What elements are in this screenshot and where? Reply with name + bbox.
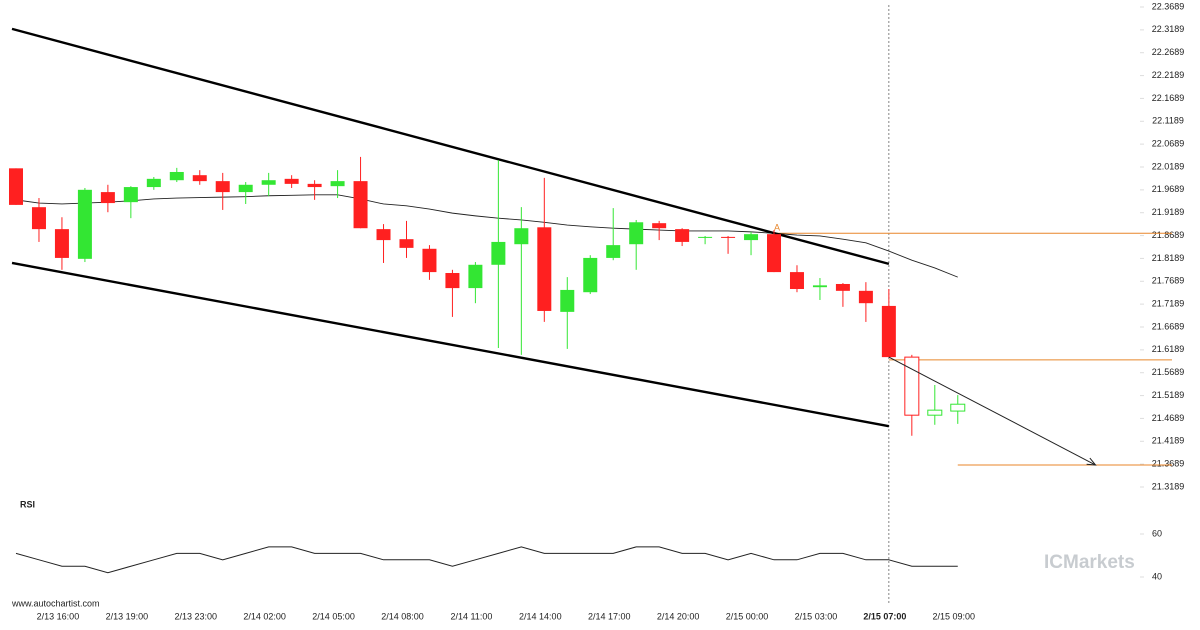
x-tick-label: 2/14 14:00: [519, 611, 562, 621]
candle-body: [261, 180, 276, 185]
rsi-tick-label: 60: [1152, 528, 1162, 538]
y-tick-label: 21.6689: [1152, 321, 1185, 331]
y-tick-label: 21.7689: [1152, 276, 1185, 286]
candle-body: [491, 241, 506, 265]
y-tick-label: 22.2689: [1152, 47, 1185, 57]
candle-body: [606, 245, 621, 258]
candle-body: [330, 181, 345, 187]
candle-body: [950, 403, 966, 412]
candle-body: [927, 409, 943, 416]
candle-body: [215, 181, 230, 193]
candle-body: [284, 178, 299, 184]
level-label: A: [774, 223, 780, 233]
candle-body: [192, 175, 207, 182]
y-tick-label: 22.3689: [1152, 1, 1185, 11]
trendline: [11, 27, 890, 266]
candle-body: [904, 356, 920, 416]
candle-body: [307, 183, 322, 188]
candle-body: [858, 290, 873, 304]
candle-body: [445, 273, 460, 289]
y-tick-label: 21.3189: [1152, 481, 1185, 491]
candle-body: [123, 187, 138, 203]
candle-body: [376, 229, 391, 241]
candle-body: [629, 222, 644, 245]
x-tick-label: 2/13 19:00: [106, 611, 149, 621]
y-tick-label: 22.1189: [1152, 116, 1184, 126]
y-tick-label: 21.3689: [1152, 459, 1185, 469]
candle-body: [744, 234, 759, 241]
y-tick-label: 22.0689: [1152, 139, 1185, 149]
y-tick-label: 21.7189: [1152, 299, 1185, 309]
candle-body: [583, 257, 598, 293]
candle-body: [54, 229, 69, 258]
moving-average: [15, 194, 958, 278]
candle-body: [812, 285, 827, 288]
candle-body: [238, 184, 253, 193]
candle-body: [835, 283, 850, 291]
candle-body: [399, 239, 414, 248]
y-tick-label: 22.1689: [1152, 93, 1185, 103]
x-tick-label: 2/14 17:00: [588, 611, 631, 621]
indicator-label: RSI: [20, 499, 35, 509]
candle-body: [146, 178, 161, 188]
x-tick-label: 2/13 23:00: [174, 611, 217, 621]
y-tick-label: 21.4189: [1152, 436, 1185, 446]
candle-body: [100, 192, 115, 204]
candle-body: [169, 171, 184, 181]
candle-body: [721, 236, 736, 238]
candle-body: [881, 305, 896, 358]
candle-body: [698, 236, 713, 238]
x-tick-label: 2/15 03:00: [795, 611, 838, 621]
y-tick-label: 21.4689: [1152, 413, 1185, 423]
y-tick-label: 22.0189: [1152, 161, 1185, 171]
y-tick-label: 21.9689: [1152, 184, 1185, 194]
x-tick-label: 2/13 16:00: [37, 611, 80, 621]
y-tick-label: 21.8189: [1152, 253, 1185, 263]
source: www.autochartist.com: [11, 598, 100, 608]
y-tick-label: 21.6189: [1152, 344, 1185, 354]
trendline: [11, 261, 890, 428]
arrow-head: [1086, 457, 1097, 466]
x-tick-label: 2/14 02:00: [243, 611, 286, 621]
y-tick-label: 21.8689: [1152, 230, 1185, 240]
x-tick-label: 2/14 08:00: [381, 611, 424, 621]
candle-body: [537, 227, 552, 311]
x-tick-label: 2/15 07:00: [863, 611, 906, 621]
x-tick-label: 2/14 11:00: [450, 611, 492, 621]
candle-body: [767, 234, 782, 273]
watermark: ICMarkets: [1044, 552, 1135, 573]
candle-body: [9, 168, 23, 205]
candle-body: [77, 189, 92, 259]
y-tick-label: 21.5189: [1152, 390, 1185, 400]
candle-body: [468, 264, 483, 289]
candle-body: [31, 207, 46, 230]
forecast-arrow: [888, 356, 1096, 466]
rsi-tick-label: 40: [1152, 571, 1162, 581]
x-tick-label: 2/14 20:00: [657, 611, 700, 621]
y-tick-label: 21.5689: [1152, 367, 1185, 377]
y-tick-label: 22.2189: [1152, 70, 1185, 80]
y-tick-label: 22.3189: [1152, 24, 1185, 34]
rsi-line: [15, 546, 958, 574]
candle-body: [353, 181, 368, 229]
candle-body: [789, 272, 804, 290]
x-tick-label: 2/14 05:00: [312, 611, 355, 621]
x-tick-label: 2/15 09:00: [932, 611, 975, 621]
x-tick-label: 2/15 00:00: [726, 611, 769, 621]
candle-body: [652, 223, 667, 229]
candle-body: [675, 229, 690, 242]
y-tick-label: 21.9189: [1152, 207, 1185, 217]
candle-body: [422, 248, 437, 273]
candle-body: [560, 289, 575, 312]
candle-body: [514, 228, 529, 245]
